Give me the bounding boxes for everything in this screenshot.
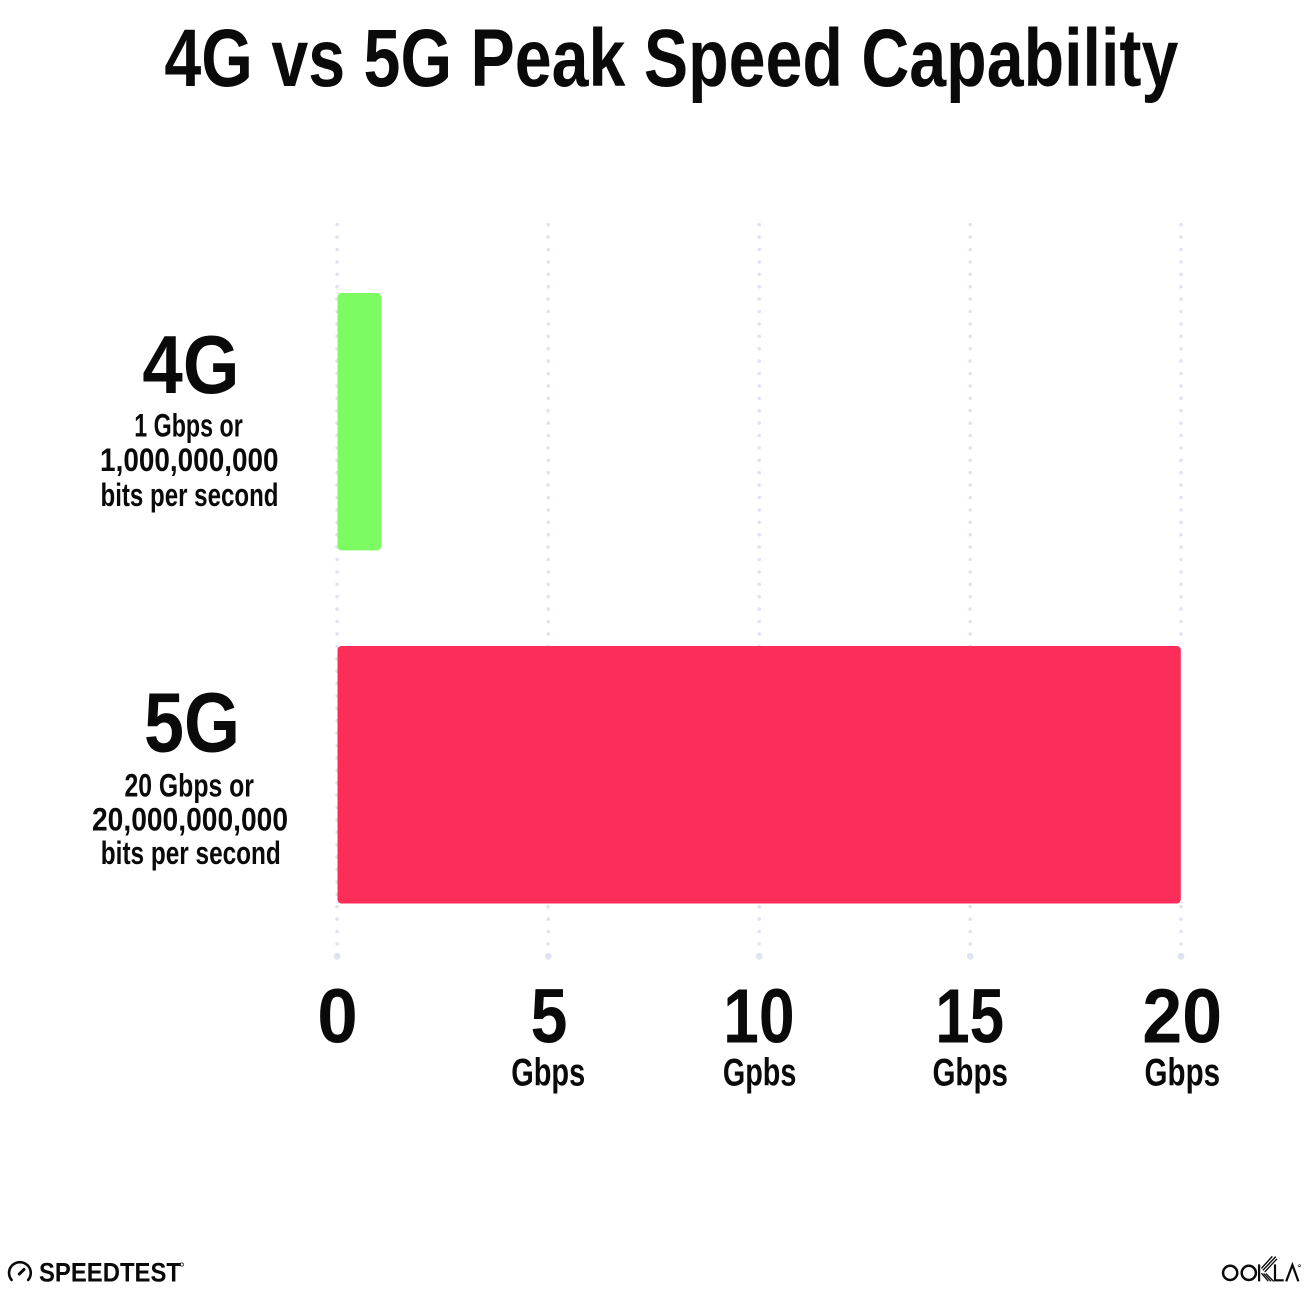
svg-text:1 Gbps or: 1 Gbps or <box>134 408 243 444</box>
svg-text:Gbps: Gbps <box>511 1051 585 1095</box>
svg-text:15: 15 <box>935 974 1004 1060</box>
svg-text:Gpbs: Gpbs <box>723 1051 797 1095</box>
svg-text:Gbps: Gbps <box>1145 1051 1221 1095</box>
svg-text:5G: 5G <box>144 676 240 770</box>
svg-text:bits per second: bits per second <box>101 477 279 513</box>
svg-text:Gbps: Gbps <box>932 1051 1008 1095</box>
svg-text:4G: 4G <box>142 318 239 411</box>
svg-text:20,000,000,000: 20,000,000,000 <box>92 801 288 837</box>
svg-text:0: 0 <box>317 974 358 1060</box>
svg-text:10: 10 <box>723 974 795 1060</box>
svg-text:20: 20 <box>1142 974 1222 1060</box>
svg-text:SPEEDTEST: SPEEDTEST <box>39 1258 181 1288</box>
svg-text:4G vs 5G Peak Speed Capability: 4G vs 5G Peak Speed Capability <box>164 13 1178 104</box>
svg-text:20 Gbps or: 20 Gbps or <box>124 768 254 804</box>
svg-text:bits per second: bits per second <box>101 835 281 871</box>
svg-text:1,000,000,000: 1,000,000,000 <box>100 442 279 478</box>
svg-text:5: 5 <box>531 974 568 1060</box>
